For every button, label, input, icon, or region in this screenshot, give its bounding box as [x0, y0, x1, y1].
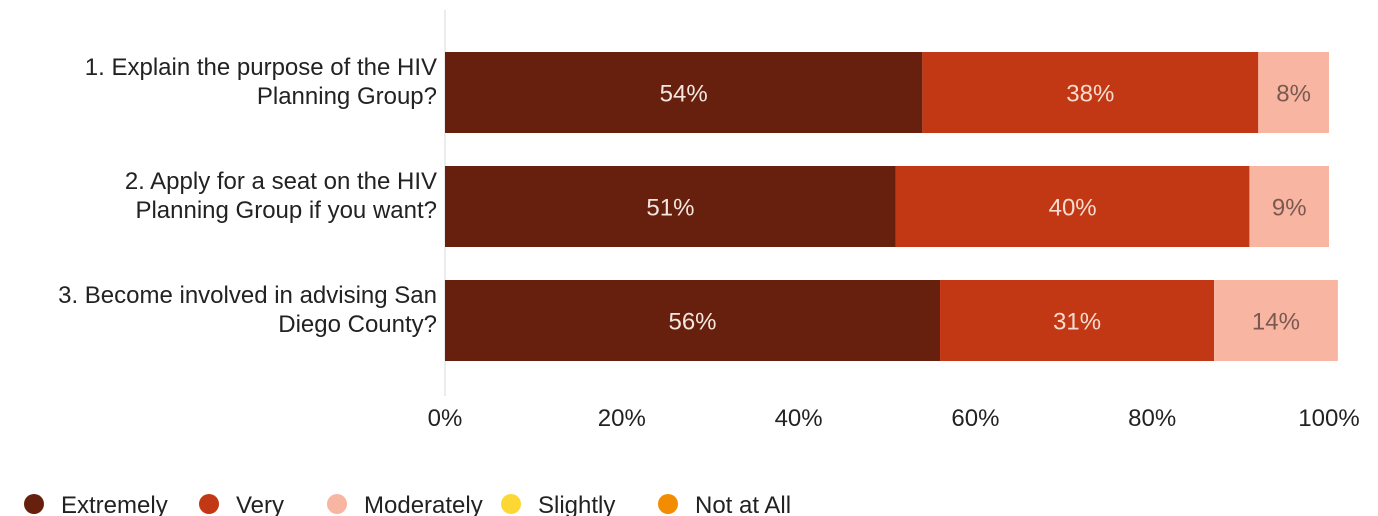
bar-segment — [445, 52, 923, 133]
data-label: 31% — [1053, 309, 1101, 336]
category-label: 3. Become involved in advising San Diego … — [58, 282, 437, 338]
x-tick-label: 20% — [598, 405, 646, 432]
bar-segment — [895, 166, 1250, 247]
category-labels-group: 1. Explain the purpose of the HIV Plannin… — [58, 54, 437, 338]
data-label: 38% — [1066, 81, 1114, 108]
data-label: 8% — [1276, 81, 1311, 108]
category-label-line: 3. Become involved in advising San — [58, 282, 437, 309]
x-tick-label: 60% — [951, 405, 999, 432]
category-label-line: Planning Group? — [257, 83, 437, 110]
bar-segment — [1249, 166, 1329, 247]
data-label: 9% — [1272, 195, 1307, 222]
legend-item: Slightly — [501, 492, 615, 516]
legend-swatch — [24, 494, 44, 514]
legend-label: Slightly — [538, 492, 615, 516]
legend: Extremely Very Moderately Slightly Not at Al… — [24, 492, 791, 516]
category-label: 2. Apply for a seat on the HIV Planning G… — [125, 168, 437, 224]
bars-group: 54% 38% 8% 51% 40% 9% 56% 31% 14% — [445, 52, 1338, 361]
data-label: 56% — [668, 309, 716, 336]
legend-swatch — [501, 494, 521, 514]
legend-swatch — [658, 494, 678, 514]
category-label: 1. Explain the purpose of the HIV Plannin… — [85, 54, 437, 110]
category-label-line: Diego County? — [278, 311, 437, 338]
bar-segment — [922, 52, 1259, 133]
data-label: 14% — [1252, 309, 1300, 336]
legend-item: Extremely — [24, 492, 168, 516]
legend-item: Moderately — [327, 492, 483, 516]
legend-item: Very — [199, 492, 284, 516]
bar-segment — [445, 280, 941, 361]
legend-swatch — [199, 494, 219, 514]
category-label-line: 1. Explain the purpose of the HIV — [85, 54, 437, 81]
legend-item: Not at All — [658, 492, 791, 516]
bar-segment — [940, 280, 1215, 361]
bar-segment — [1258, 52, 1329, 133]
bar-segment — [1214, 280, 1338, 361]
x-axis-ticks-group: 0% 20% 40% 60% 80% 100% — [428, 405, 1360, 432]
legend-label: Very — [236, 492, 284, 516]
legend-label: Moderately — [364, 492, 483, 516]
data-label: 51% — [646, 195, 694, 222]
category-label-line: Planning Group if you want? — [135, 197, 437, 224]
x-tick-label: 0% — [428, 405, 463, 432]
data-label: 40% — [1049, 195, 1097, 222]
data-label: 54% — [660, 81, 708, 108]
category-label-line: 2. Apply for a seat on the HIV — [125, 168, 437, 195]
legend-label: Not at All — [695, 492, 791, 516]
x-tick-label: 40% — [775, 405, 823, 432]
x-tick-label: 100% — [1298, 405, 1359, 432]
x-tick-label: 80% — [1128, 405, 1176, 432]
legend-label: Extremely — [61, 492, 168, 516]
bar-segment — [445, 166, 896, 247]
legend-swatch — [327, 494, 347, 514]
